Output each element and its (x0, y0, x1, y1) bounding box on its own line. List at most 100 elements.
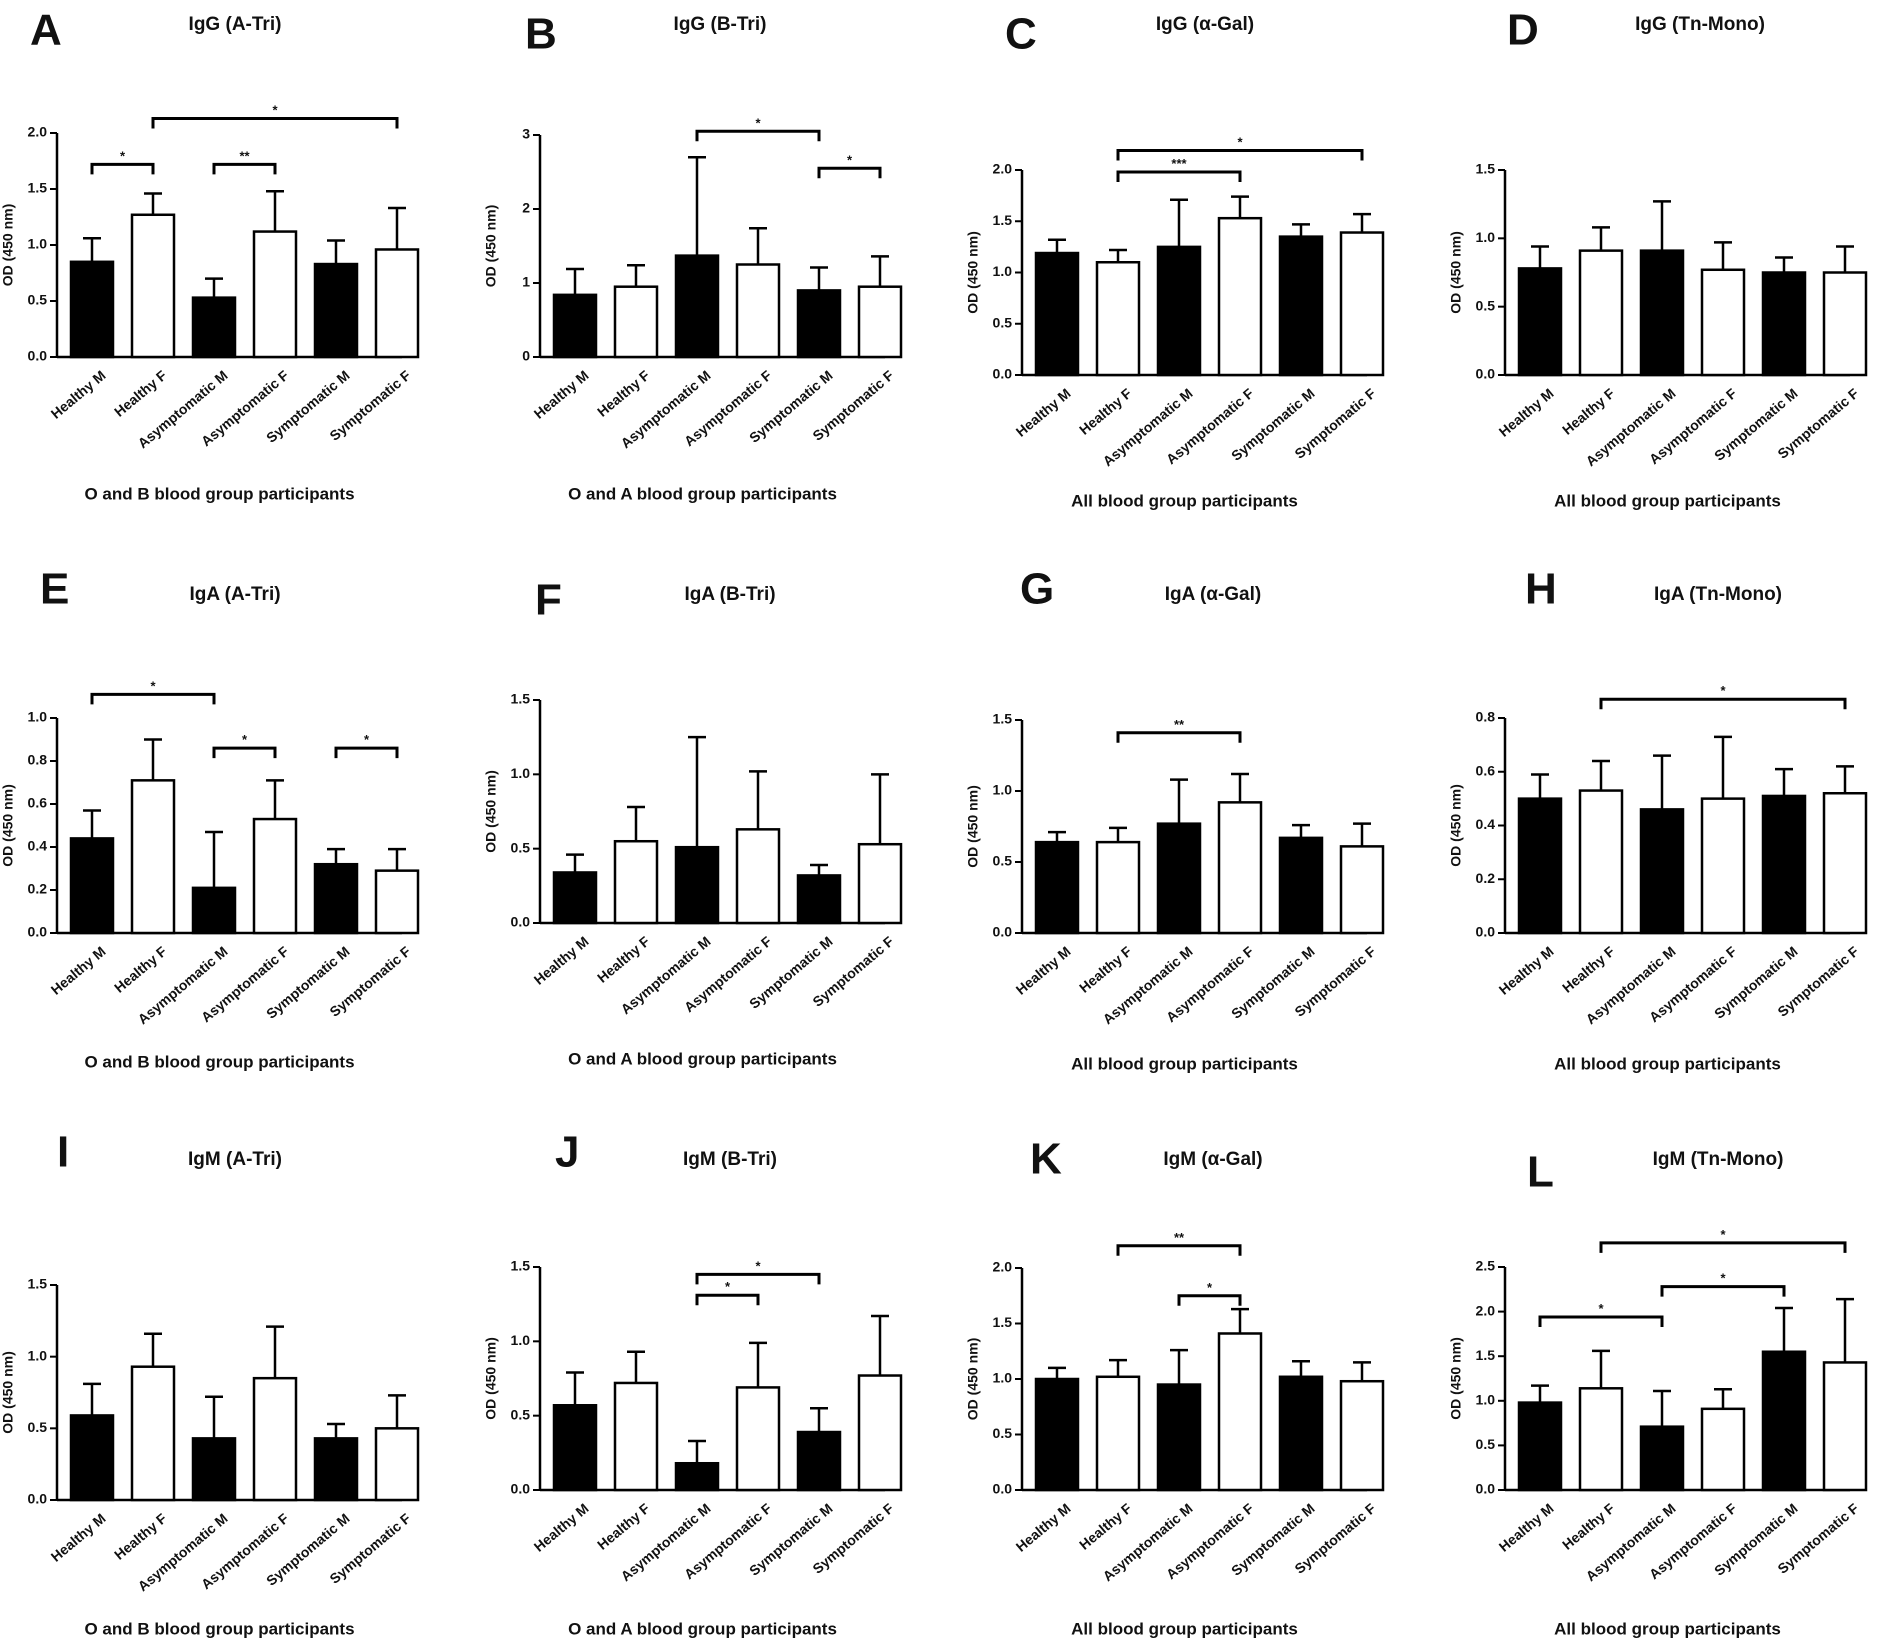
x-axis-title: O and B blood group participants (84, 1052, 354, 1071)
bar (1278, 235, 1324, 377)
bar (1578, 789, 1624, 935)
panel-letter: D (1507, 6, 1539, 55)
y-tick-label: 1.5 (511, 691, 531, 707)
significance-bracket (151, 116, 399, 129)
bar (674, 845, 720, 925)
bar (1217, 216, 1263, 377)
category-label: Healthy F (111, 1510, 170, 1563)
category-label: Healthy F (1559, 943, 1618, 996)
x-axis-title: O and A blood group participants (568, 1619, 837, 1638)
significance-label: * (725, 1279, 731, 1294)
y-axis-label: OD (450 nm) (1448, 1337, 1464, 1419)
bar (552, 871, 598, 925)
panel-title: IgG (Tn-Mono) (1635, 14, 1765, 35)
y-axis-label: OD (450 nm) (0, 784, 16, 866)
bar (191, 886, 237, 935)
y-axis-label: OD (450 nm) (0, 204, 16, 286)
y-tick-label: 0.5 (28, 292, 48, 308)
panel-h: H IgA (Tn-Mono) 0.0 0.2 0.4 0.6 0.8 OD (450 nm)… (1448, 565, 1868, 1073)
bar (1700, 797, 1746, 935)
y-tick-label: 0.5 (1476, 1436, 1496, 1452)
bar (1339, 845, 1385, 935)
bar (252, 817, 298, 935)
bar (1095, 840, 1141, 935)
panel-letter: L (1527, 1148, 1554, 1197)
significance-label: * (755, 1258, 761, 1273)
significance-label: * (272, 102, 278, 117)
panel-letter: K (1030, 1135, 1062, 1184)
significance-bracket (1177, 1294, 1242, 1306)
y-tick-label: 2.0 (28, 124, 48, 140)
panel-e: E IgA (A-Tri) 0.0 0.2 0.4 0.6 0.8 1.0 OD (450 nm… (0, 565, 420, 1071)
x-axis-title: O and A blood group participants (568, 1049, 837, 1068)
y-tick-label: 0.5 (1476, 297, 1496, 313)
x-axis-title: O and B blood group participants (84, 1619, 354, 1638)
significance-bracket (212, 746, 277, 759)
panel-letter: H (1525, 565, 1557, 614)
y-tick-label: 1.5 (993, 1314, 1013, 1330)
y-tick-label: 0.0 (993, 366, 1013, 382)
category-label: Healthy M (1013, 943, 1074, 998)
bar (735, 263, 781, 359)
bar (1217, 1332, 1263, 1492)
panel-title: IgA (α-Gal) (1165, 584, 1261, 605)
panel-letter: A (30, 6, 62, 55)
x-axis-title: All blood group participants (1554, 491, 1781, 510)
y-tick-label: 2.5 (1476, 1258, 1496, 1274)
bar (613, 839, 659, 925)
bar (674, 1461, 720, 1492)
panel-a: A IgG (A-Tri) 0.0 0.5 1.0 1.5 2.0 OD (450 nm) He… (0, 6, 420, 503)
y-tick-label: 0.4 (1476, 816, 1496, 832)
significance-label: * (1720, 1271, 1726, 1286)
bar (1639, 249, 1685, 377)
y-tick-label: 0 (522, 348, 530, 364)
x-axis-title: All blood group participants (1554, 1054, 1781, 1073)
bar (1761, 271, 1807, 377)
y-tick-label: 0.0 (28, 348, 48, 364)
y-tick-label: 1.5 (993, 212, 1013, 228)
significance-label: *** (1171, 156, 1187, 171)
panel-title: IgG (A-Tri) (189, 14, 282, 35)
bar (1156, 1383, 1202, 1492)
category-label: Healthy F (1076, 385, 1135, 438)
significance-label: * (242, 732, 248, 747)
x-axis-title: All blood group participants (1071, 491, 1298, 510)
significance-bracket (1116, 1244, 1242, 1256)
y-tick-label: 1 (522, 274, 530, 290)
significance-label: * (1598, 1301, 1604, 1316)
significance-label: * (364, 732, 370, 747)
significance-bracket (1599, 1241, 1847, 1253)
category-label: Healthy M (531, 1500, 592, 1555)
y-axis-label: OD (450 nm) (0, 1351, 16, 1433)
significance-label: ** (239, 148, 250, 163)
y-tick-label: 0.0 (993, 924, 1013, 940)
category-label: Healthy M (531, 933, 592, 988)
category-label: Healthy F (1559, 385, 1618, 438)
x-axis-title: All blood group participants (1071, 1054, 1298, 1073)
y-tick-label: 3 (522, 126, 530, 142)
bar (252, 230, 298, 359)
y-tick-label: 1.5 (1476, 161, 1496, 177)
y-tick-label: 0.0 (511, 1481, 531, 1497)
y-tick-label: 2.0 (993, 161, 1013, 177)
significance-label: * (847, 152, 853, 167)
significance-bracket (90, 692, 216, 705)
panel-letter: E (40, 565, 69, 614)
category-label: Healthy M (1496, 1500, 1557, 1555)
bar (1156, 245, 1202, 377)
bar (69, 260, 115, 359)
significance-bracket (1538, 1315, 1664, 1327)
bar (191, 1437, 237, 1502)
y-tick-label: 1.0 (1476, 1392, 1496, 1408)
bar (735, 828, 781, 925)
bar (1761, 794, 1807, 935)
bar (1517, 267, 1563, 377)
y-tick-label: 0.0 (1476, 1481, 1496, 1497)
y-axis-label: OD (450 nm) (965, 1338, 981, 1420)
bar (1700, 1407, 1746, 1492)
y-tick-label: 0.8 (1476, 709, 1496, 725)
significance-bracket (1116, 170, 1242, 183)
y-tick-label: 1.5 (28, 1276, 48, 1292)
x-axis-title: All blood group participants (1071, 1619, 1298, 1638)
